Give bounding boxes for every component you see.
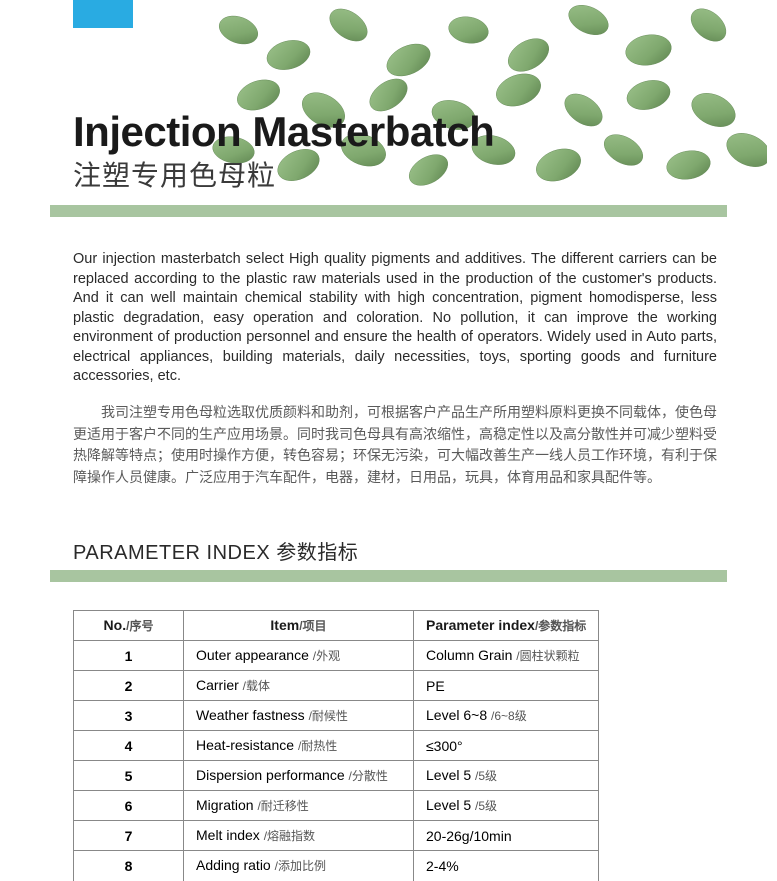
table-row: 5Dispersion performance /分散性Level 5 /5级 bbox=[74, 761, 599, 791]
cell-param: Level 6~8 /6~8级 bbox=[414, 701, 599, 731]
title-en: Injection Masterbatch bbox=[73, 108, 494, 156]
parameter-table: No./序号 Item/项目 Parameter index/参数指标 1Out… bbox=[73, 610, 599, 881]
cell-item: Heat-resistance /耐热性 bbox=[184, 731, 414, 761]
cell-param: PE bbox=[414, 671, 599, 701]
cell-param: Level 5 /5级 bbox=[414, 761, 599, 791]
table-row: 8Adding ratio /添加比例2-4% bbox=[74, 851, 599, 881]
cell-no: 8 bbox=[74, 851, 184, 881]
cell-item: Carrier /载体 bbox=[184, 671, 414, 701]
th-no-en: No. bbox=[104, 617, 127, 633]
cell-param: Level 5 /5级 bbox=[414, 791, 599, 821]
table-row: 4Heat-resistance /耐热性≤300° bbox=[74, 731, 599, 761]
description-en: Our injection masterbatch select High qu… bbox=[73, 250, 717, 387]
description-cn: 我司注塑专用色母粒选取优质颜料和助剂，可根据客户产品生产所用塑料原料更换不同载体… bbox=[73, 402, 717, 489]
cell-no: 2 bbox=[74, 671, 184, 701]
cell-item: Migration /耐迁移性 bbox=[184, 791, 414, 821]
section-title-cn: 参数指标 bbox=[276, 542, 358, 564]
title-cn: 注塑专用色母粒 bbox=[73, 154, 494, 194]
th-param-cn: /参数指标 bbox=[535, 619, 586, 633]
cell-no: 3 bbox=[74, 701, 184, 731]
cell-no: 4 bbox=[74, 731, 184, 761]
table-header-param: Parameter index/参数指标 bbox=[414, 611, 599, 641]
table-header-no: No./序号 bbox=[74, 611, 184, 641]
section-title-en: PARAMETER INDEX bbox=[73, 542, 270, 564]
cell-no: 1 bbox=[74, 641, 184, 671]
cell-item: Outer appearance /外观 bbox=[184, 641, 414, 671]
cell-param: 2-4% bbox=[414, 851, 599, 881]
blue-tab bbox=[73, 0, 133, 28]
table-header-item: Item/项目 bbox=[184, 611, 414, 641]
table-row: 3Weather fastness /耐候性Level 6~8 /6~8级 bbox=[74, 701, 599, 731]
table-row: 7Melt index /熔融指数20-26g/10min bbox=[74, 821, 599, 851]
table-row: 1Outer appearance /外观Column Grain /圆柱状颗粒 bbox=[74, 641, 599, 671]
section-title: PARAMETER INDEX 参数指标 bbox=[73, 536, 358, 565]
cell-no: 5 bbox=[74, 761, 184, 791]
cell-item: Weather fastness /耐候性 bbox=[184, 701, 414, 731]
cell-no: 6 bbox=[74, 791, 184, 821]
th-item-cn: /项目 bbox=[299, 619, 326, 633]
th-item-en: Item bbox=[270, 617, 299, 633]
cell-param: 20-26g/10min bbox=[414, 821, 599, 851]
cell-param: Column Grain /圆柱状颗粒 bbox=[414, 641, 599, 671]
table-row: 6Migration /耐迁移性Level 5 /5级 bbox=[74, 791, 599, 821]
table-row: 2Carrier /载体PE bbox=[74, 671, 599, 701]
cell-item: Dispersion performance /分散性 bbox=[184, 761, 414, 791]
cell-no: 7 bbox=[74, 821, 184, 851]
divider-bar-top bbox=[50, 205, 727, 217]
cell-item: Melt index /熔融指数 bbox=[184, 821, 414, 851]
cell-item: Adding ratio /添加比例 bbox=[184, 851, 414, 881]
th-param-en: Parameter index bbox=[426, 617, 535, 633]
cell-param: ≤300° bbox=[414, 731, 599, 761]
th-no-cn: /序号 bbox=[126, 619, 153, 633]
divider-bar-mid bbox=[50, 570, 727, 582]
